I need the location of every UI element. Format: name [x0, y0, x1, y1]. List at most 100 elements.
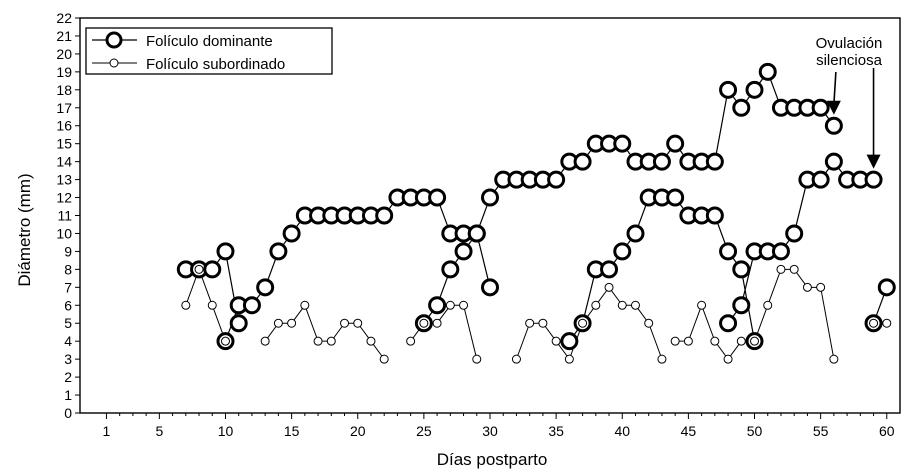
subordinate-point-36-3 — [564, 354, 574, 364]
dominant-point-27-8 — [441, 260, 460, 279]
x-tick-label-1: 1 — [103, 423, 111, 439]
plot-frame — [79, 17, 901, 414]
y-tick-label-18: 18 — [56, 82, 72, 98]
annotation-line-1: Ovulación — [816, 35, 883, 52]
dominant-point-9-8 — [203, 260, 222, 279]
subordinate-point-47-4 — [710, 336, 720, 346]
dominant-point-51-19 — [758, 62, 777, 81]
subordinate-point-37-5 — [578, 318, 588, 328]
y-axis-label: Diámetro (mm) — [15, 173, 34, 286]
dominant-point-52-9 — [771, 242, 790, 261]
dominant-point-40-9 — [613, 242, 632, 261]
subordinate-point-28-6 — [459, 300, 469, 310]
subordinate-point-21-4 — [366, 336, 376, 346]
dominant-point-59-13 — [864, 170, 883, 189]
y-tick-label-13: 13 — [56, 172, 72, 188]
subordinate-point-41-6 — [630, 300, 640, 310]
subordinate-point-8-8 — [194, 264, 204, 274]
y-tick-label-4: 4 — [64, 333, 72, 349]
legend-box — [85, 27, 333, 75]
legend-marker-dominant — [105, 31, 123, 49]
dominant-point-56-16 — [824, 116, 843, 135]
dominant-point-60-7 — [877, 278, 896, 297]
y-tick-label-5: 5 — [64, 315, 72, 331]
subordinate-point-34-5 — [538, 318, 548, 328]
subordinate-point-33-5 — [525, 318, 535, 328]
subordinate-point-13-4 — [260, 336, 270, 346]
dominant-point-29-10 — [467, 224, 486, 243]
subordinate-point-45-4 — [683, 336, 693, 346]
x-tick-label-50: 50 — [747, 423, 763, 439]
dominant-point-47-11 — [705, 206, 724, 225]
series-line-subordinate-6 — [185, 267, 226, 342]
dominant-point-36-4 — [560, 332, 579, 351]
y-tick-label-21: 21 — [56, 28, 72, 44]
subordinate-point-48-3 — [723, 354, 733, 364]
dominant-point-30-12 — [481, 188, 499, 207]
dominant-point-47-14 — [705, 152, 724, 171]
legend-label-subordinate: Folículo subordinado — [146, 56, 285, 73]
y-tick-label-20: 20 — [56, 46, 72, 62]
dominant-point-11-5 — [229, 314, 248, 333]
dominant-point-15-10 — [282, 224, 301, 243]
y-tick-label-11: 11 — [57, 208, 72, 224]
y-tick-label-19: 19 — [56, 64, 72, 80]
dominant-point-55-13 — [811, 170, 830, 189]
dominant-point-10-9 — [216, 242, 235, 261]
dominant-point-26-6 — [428, 296, 447, 315]
dominant-point-43-14 — [652, 152, 671, 171]
dominant-point-50-18 — [745, 80, 764, 99]
y-tick-label-14: 14 — [56, 154, 72, 170]
x-tick-label-55: 55 — [813, 423, 829, 439]
subordinate-point-22-3 — [379, 354, 389, 364]
dominant-point-55-17 — [811, 98, 830, 117]
subordinate-point-32-3 — [511, 354, 521, 364]
dominant-point-12-6 — [242, 296, 261, 315]
dominant-point-35-13 — [547, 170, 566, 189]
y-tick-label-9: 9 — [64, 243, 72, 259]
x-tick-label-60: 60 — [879, 423, 895, 439]
dominant-point-22-11 — [375, 206, 394, 225]
annotation-arrow-head-1 — [866, 154, 881, 169]
dominant-point-28-9 — [454, 242, 473, 261]
subordinate-point-53-8 — [789, 264, 799, 274]
y-tick-label-8: 8 — [64, 261, 72, 277]
x-tick-label-45: 45 — [681, 423, 697, 439]
dominant-point-48-5 — [719, 314, 738, 333]
dominant-point-30-7 — [481, 278, 499, 297]
dominant-point-53-10 — [785, 224, 804, 243]
subordinate-point-10-4 — [220, 336, 230, 346]
dominant-point-13-7 — [256, 278, 275, 297]
x-axis-label: Días postparto — [437, 450, 548, 469]
subordinate-point-56-3 — [829, 354, 839, 364]
dominant-point-41-10 — [626, 224, 645, 243]
subordinate-point-27-6 — [445, 300, 455, 310]
dominant-point-26-12 — [428, 188, 447, 207]
dominant-point-44-15 — [666, 134, 685, 153]
x-tick-label-20: 20 — [350, 423, 366, 439]
subordinate-point-15-5 — [287, 318, 297, 328]
subordinate-point-9-6 — [207, 300, 217, 310]
y-tick-label-2: 2 — [64, 369, 72, 385]
subordinate-point-20-5 — [353, 318, 363, 328]
subordinate-point-43-3 — [657, 354, 667, 364]
subordinate-point-18-4 — [326, 336, 336, 346]
legend: Folículo dominante Folículo subordinado — [85, 27, 333, 75]
dominant-point-49-6 — [732, 296, 751, 315]
dominant-point-40-15 — [613, 134, 632, 153]
subordinate-point-17-4 — [313, 336, 323, 346]
subordinate-point-14-5 — [273, 318, 283, 328]
dominant-point-48-18 — [719, 80, 738, 99]
y-tick-label-6: 6 — [64, 297, 72, 313]
annotation-arrow-head-0 — [826, 100, 841, 115]
dominant-point-37-14 — [573, 152, 592, 171]
subordinate-point-19-5 — [340, 318, 350, 328]
silent-ovulation-annotation: Ovulación silenciosa — [816, 35, 883, 169]
subordinate-point-54-7 — [802, 282, 812, 292]
subordinate-point-16-6 — [300, 300, 310, 310]
series-line-subordinate-8 — [410, 304, 478, 360]
annotation-line-2: silenciosa — [816, 52, 883, 69]
y-tick-label-10: 10 — [56, 225, 72, 241]
dominant-point-56-14 — [824, 152, 843, 171]
